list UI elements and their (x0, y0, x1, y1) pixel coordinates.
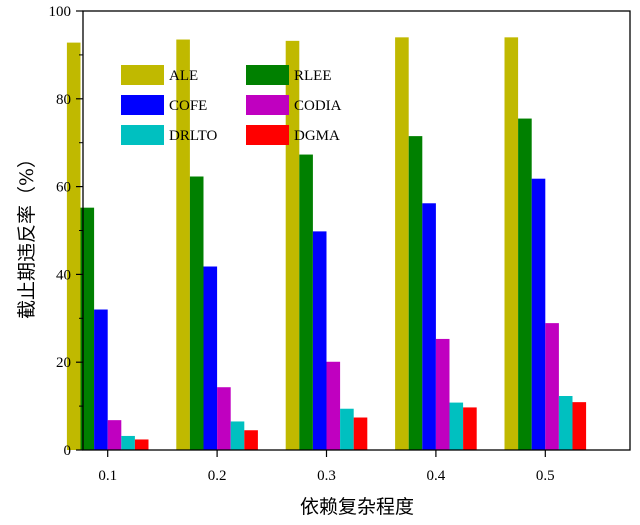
bar-drlto-0.4 (449, 402, 464, 450)
bar-codia-0.3 (326, 361, 341, 450)
y-tick-label: 20 (56, 355, 71, 371)
x-tick-label: 0.5 (536, 468, 555, 484)
bar-cofe-0.4 (422, 203, 436, 450)
bar-rlee-0.1 (80, 207, 95, 450)
legend-label-drlto: DRLTO (169, 128, 218, 144)
legend: ALE RLEE COFE CODIA DRLTO DGMA (121, 65, 342, 145)
legend-swatch-cofe (121, 95, 164, 115)
x-tick-label: 0.4 (427, 468, 446, 484)
y-tick-label: 60 (56, 180, 71, 196)
x-tick-label: 0.1 (98, 468, 117, 484)
bar-rlee-0.5 (518, 118, 532, 450)
bar-ale-0.4 (395, 37, 409, 451)
bar-ale-0.2 (176, 39, 190, 450)
bar-cofe-0.2 (203, 266, 218, 450)
bar-rlee-0.4 (408, 136, 423, 450)
bar-cofe-0.1 (94, 309, 108, 450)
legend-label-dgma: DGMA (294, 128, 340, 144)
legend-swatch-codia (246, 95, 289, 115)
bar-codia-0.5 (545, 323, 559, 450)
legend-swatch-rlee (246, 65, 289, 85)
legend-label-codia: CODIA (294, 98, 342, 114)
bar-cofe-0.3 (312, 231, 327, 450)
bar-dgma-0.1 (134, 439, 149, 450)
bar-ale-0.3 (285, 40, 300, 450)
bar-cofe-0.5 (531, 178, 546, 450)
bar-dgma-0.2 (244, 430, 258, 450)
legend-label-ale: ALE (169, 68, 198, 84)
legend-label-cofe: COFE (169, 98, 207, 114)
bar-ale-0.1 (66, 42, 81, 451)
y-tick-label: 100 (49, 4, 72, 20)
bar-codia-0.2 (217, 387, 231, 450)
legend-swatch-drlto (121, 125, 164, 145)
bar-drlto-0.1 (121, 435, 135, 450)
y-axis-title: 截止期违反率（%） (16, 149, 38, 319)
bar-codia-0.4 (435, 338, 450, 450)
y-tick-label: 40 (56, 267, 71, 283)
bar-rlee-0.2 (189, 176, 204, 450)
x-axis-title: 依赖复杂程度 (300, 496, 414, 518)
bar-dgma-0.3 (353, 417, 368, 450)
bar-ale-0.5 (504, 37, 519, 451)
y-tick-label: 80 (56, 92, 71, 108)
legend-swatch-ale (121, 65, 164, 85)
bar-drlto-0.2 (230, 421, 245, 450)
x-tick-label: 0.2 (208, 468, 227, 484)
legend-swatch-dgma (246, 125, 289, 145)
bar-rlee-0.3 (299, 154, 313, 451)
bar-dgma-0.5 (572, 402, 587, 450)
bar-codia-0.1 (107, 420, 122, 450)
bar-drlto-0.5 (558, 396, 573, 450)
legend-label-rlee: RLEE (294, 68, 332, 84)
x-tick-label: 0.3 (317, 468, 336, 484)
y-tick-label: 0 (64, 443, 72, 459)
bar-drlto-0.3 (340, 408, 354, 450)
axes-layer: 0 20 40 60 80 100 0.1 0.2 0.3 0.4 0.5 (49, 4, 631, 484)
bar-dgma-0.4 (463, 407, 477, 450)
bars-layer (66, 37, 587, 451)
